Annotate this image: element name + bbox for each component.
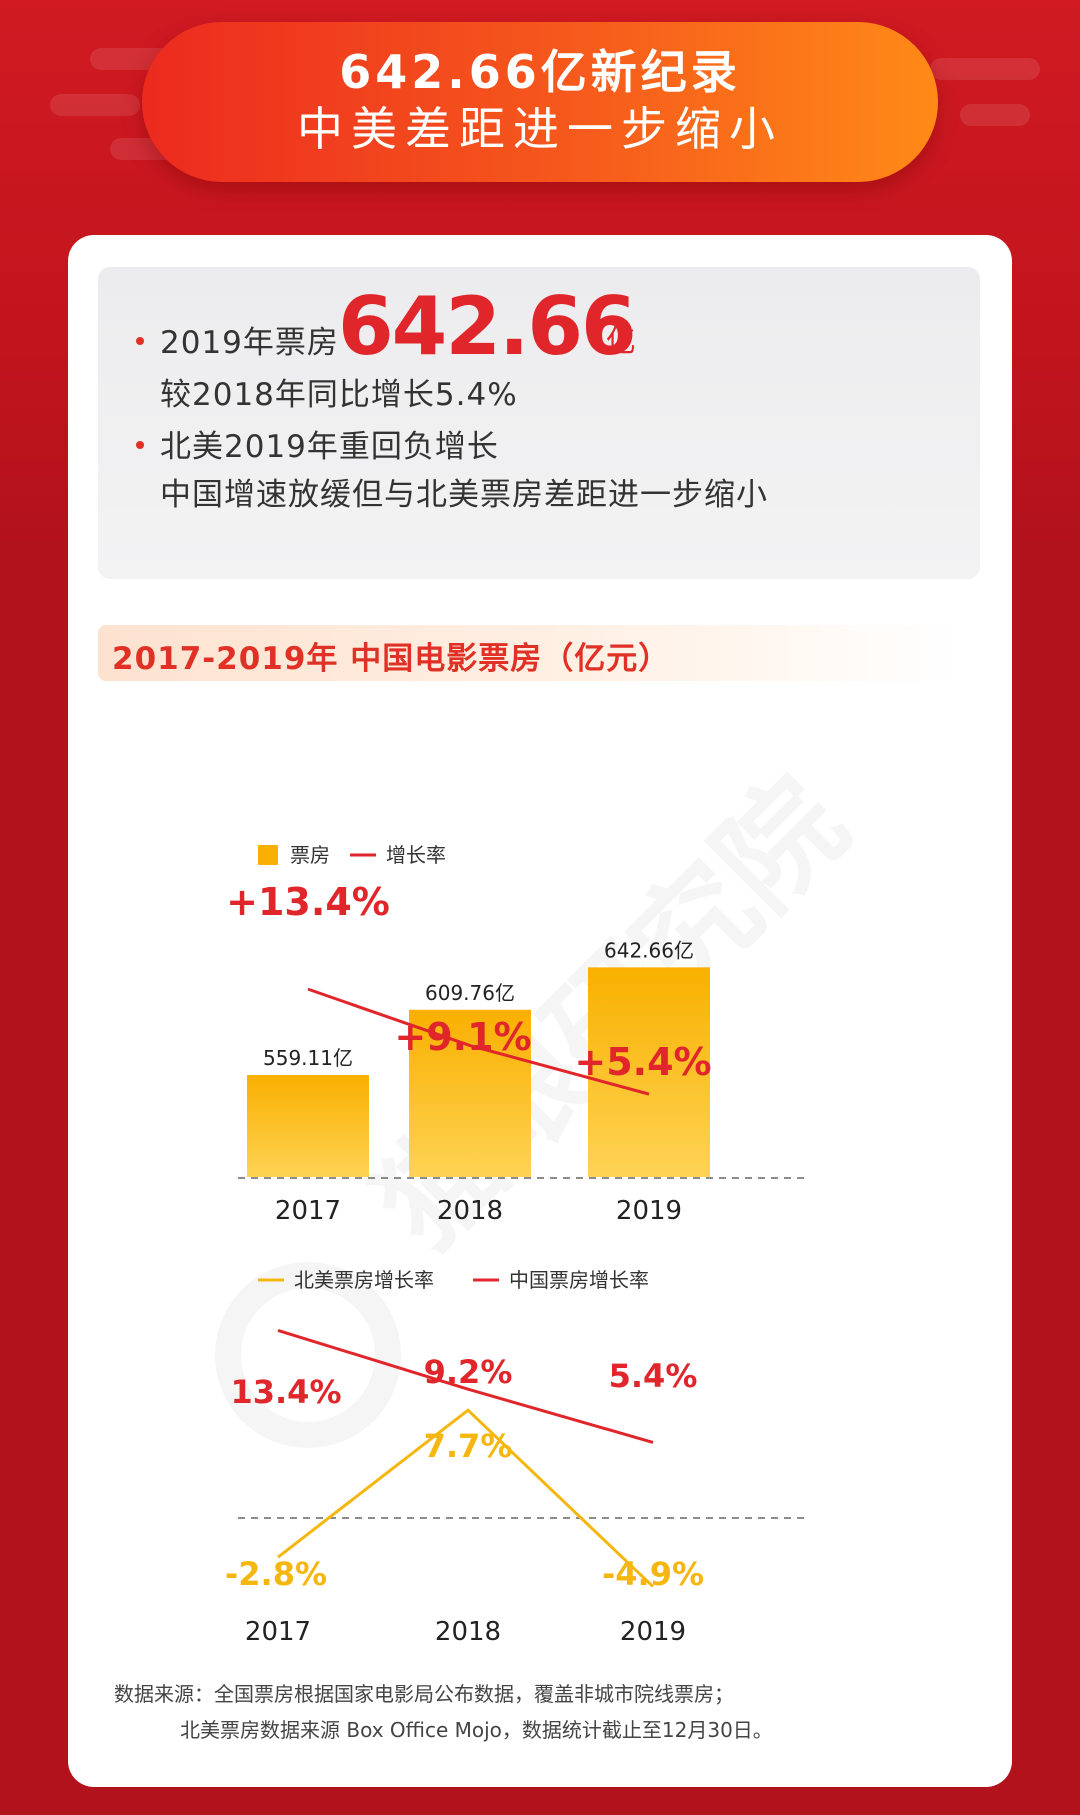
na-growth-label: -2.8% bbox=[225, 1555, 327, 1593]
x-tick-label: 2018 bbox=[435, 1617, 501, 1647]
source-note-line2: 北美票房数据来源 Box Office Mojo，数据统计截止至12月30日。 bbox=[180, 1718, 773, 1742]
growth-rate-label: +5.4% bbox=[574, 1040, 711, 1084]
x-tick-label: 2017 bbox=[245, 1617, 311, 1647]
legend-label-na: 北美票房增长率 bbox=[294, 1268, 434, 1292]
source-note-line1: 数据来源：全国票房根据国家电影局公布数据，覆盖非城市院线票房； bbox=[114, 1682, 734, 1706]
summary-big-number: 642.66 bbox=[338, 280, 637, 373]
bullet-icon bbox=[136, 441, 144, 449]
bar-2018 bbox=[409, 1009, 531, 1177]
summary-unit: 亿 bbox=[606, 325, 636, 360]
growth-rate-label: +9.1% bbox=[394, 1015, 531, 1059]
section-title-bar: 2017-2019年 中国电影票房（亿元） bbox=[98, 625, 958, 681]
growth-rate-line bbox=[307, 987, 650, 1096]
x-tick-label: 2019 bbox=[616, 1196, 682, 1226]
summary-item1-line2: 较2018年同比增长5.4% bbox=[160, 377, 518, 413]
x-tick-label: 2017 bbox=[275, 1196, 341, 1226]
cn-growth-label: 13.4% bbox=[230, 1373, 341, 1411]
x-tick-label: 2019 bbox=[620, 1617, 686, 1647]
chart-canvas: 猫眼研究院 票房增长率559.11亿609.76亿642.66亿20172018… bbox=[215, 753, 873, 1647]
section-title: 2017-2019年 中国电影票房（亿元） bbox=[112, 641, 671, 677]
na-growth-line bbox=[277, 1408, 655, 1588]
banner-title: 642.66亿新纪录 bbox=[339, 45, 741, 99]
cn-growth-line bbox=[277, 1328, 654, 1444]
content-card: 2019年票房 642.66 亿 较2018年同比增长5.4% 北美2019年重… bbox=[68, 235, 1012, 1787]
banner-subtitle: 中美差距进一步缩小 bbox=[297, 102, 783, 156]
bullet-icon bbox=[136, 337, 144, 345]
legend-swatch-bar bbox=[258, 845, 278, 865]
legend-label-cn: 中国票房增长率 bbox=[509, 1268, 649, 1292]
decor-streak bbox=[50, 94, 140, 116]
legend-label-line: 增长率 bbox=[386, 843, 446, 867]
decor-streak bbox=[960, 104, 1030, 126]
bar-value-label: 559.11亿 bbox=[263, 1046, 353, 1070]
na-growth-label: 7.7% bbox=[424, 1427, 513, 1465]
na-growth-label: -4.9% bbox=[602, 1555, 704, 1593]
title-banner: 642.66亿新纪录 中美差距进一步缩小 bbox=[142, 22, 938, 182]
bar-value-label: 642.66亿 bbox=[604, 938, 694, 962]
bar-value-label: 609.76亿 bbox=[425, 981, 515, 1005]
growth-rate-label: +13.4% bbox=[226, 880, 390, 924]
summary-item1-prefix: 2019年票房 bbox=[160, 325, 339, 361]
summary-item2-line2: 中国增速放缓但与北美票房差距进一步缩小 bbox=[160, 477, 768, 513]
bar-2017 bbox=[247, 1075, 369, 1177]
cn-growth-label: 5.4% bbox=[609, 1357, 698, 1395]
box-office-bar-chart: 票房 增长率 559.11亿 609.76亿 642.66亿 2017 2018 2019 +1… bbox=[226, 843, 808, 1226]
cn-growth-label: 9.2% bbox=[424, 1353, 513, 1391]
decor-streak bbox=[930, 58, 1040, 80]
growth-rate-line-chart: 北美票房增长率 中国票房增长率 13.4% 9.2% 5.4% -2.8% 7.7% -4.9… bbox=[225, 1268, 808, 1647]
bar-2019 bbox=[588, 967, 710, 1177]
x-tick-label: 2018 bbox=[437, 1196, 503, 1226]
summary-box: 2019年票房 642.66 亿 较2018年同比增长5.4% 北美2019年重… bbox=[98, 267, 980, 579]
legend-label-bar: 票房 bbox=[290, 843, 330, 867]
summary-item2-line1: 北美2019年重回负增长 bbox=[160, 429, 499, 465]
